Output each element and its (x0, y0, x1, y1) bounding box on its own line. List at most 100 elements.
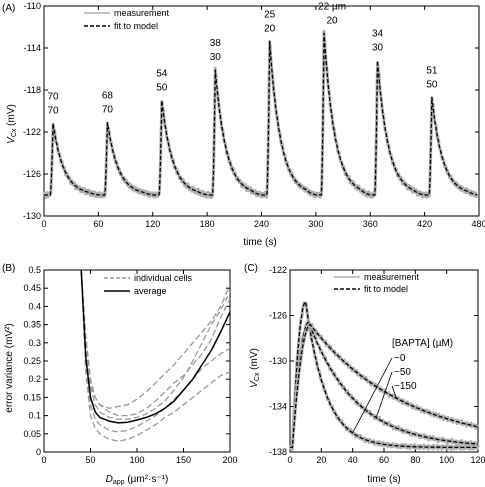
panel-a-xtick-label: 120 (145, 219, 160, 229)
individual-cell-curve (80, 270, 230, 409)
panel-a-ytick-label: -122 (23, 127, 41, 137)
pulse-label-top: 38 (210, 38, 222, 49)
bapta-fit-trace (290, 301, 478, 449)
bapta-label: ~150 (394, 381, 417, 392)
panel-b-ytick-label: 0.5 (28, 265, 41, 275)
panel-c-xtick-label: 120 (470, 455, 485, 465)
pulse-label-bottom: 30 (372, 43, 384, 54)
pulse-label-top: 25 (264, 10, 276, 21)
panel-b-ytick-label: 0.25 (23, 356, 41, 366)
pulse-label-bottom: 20 (264, 24, 276, 35)
pulse-label-bottom: 70 (102, 105, 114, 116)
panel-c-ytick-label: -122 (269, 265, 287, 275)
individual-cell-curve (80, 270, 230, 420)
bapta-leader-line (375, 371, 393, 418)
average-curve (80, 270, 230, 424)
panel-c-ytick-label: -134 (269, 402, 287, 412)
pulse-label-top: 68 (102, 91, 114, 102)
bapta-label: ~50 (394, 367, 411, 378)
panel-b-axes-frame (43, 269, 231, 453)
panel-a-xtick-label: 180 (200, 219, 215, 229)
panel-a-ytick-label: -130 (23, 211, 41, 221)
panel-a-label: (A) (2, 3, 15, 14)
bapta-leader-line (352, 357, 393, 434)
panel-b-legend: individual cells average (104, 273, 193, 296)
pulse-label-top: 54 (156, 69, 168, 80)
panel-c-xtick-label: 40 (348, 455, 358, 465)
panel-c-xtick-label: 20 (316, 455, 326, 465)
panel-b-xtick-label: 200 (222, 455, 237, 465)
panel-c: (C) 0 20 40 60 80 100 120-138-134-130-126-122 … (244, 263, 485, 485)
pulse-label-top: 51 (426, 65, 438, 76)
panel-a-ytick-label: -114 (24, 43, 41, 53)
pulse-label-top: 34 (372, 29, 384, 40)
panel-c-ylabel: VCx (mV) (249, 348, 261, 388)
panel-b-ytick-label: 0.4 (28, 301, 41, 311)
panel-a-ytick-label: -118 (24, 85, 41, 95)
panel-b-ytick-label: 0.1 (28, 411, 41, 421)
legend-label-fit-c: fit to model (364, 284, 408, 294)
legend-label-individual: individual cells (134, 273, 193, 283)
individual-cell-curve (80, 270, 230, 433)
legend-label-average: average (134, 286, 167, 296)
panel-c-ytick-label: -126 (269, 311, 287, 321)
legend-label-fit: fit to model (114, 21, 158, 31)
bapta-measurement-trace (288, 320, 480, 451)
panel-c-label: (C) (244, 263, 258, 274)
panel-a-xtick-label: 420 (417, 219, 432, 229)
panel-a-xtick-label: 480 (471, 219, 485, 229)
bapta-fit-trace (290, 323, 479, 449)
pulse-label-top: 22 µm (318, 1, 346, 12)
panel-a-xtick-label: 0 (41, 219, 46, 229)
panel-c-xlabel: time (s) (367, 474, 400, 485)
panel-a-ytick-label: -126 (23, 169, 41, 179)
panel-b-xlabel: Dapp (µm²·s⁻¹) (106, 474, 169, 486)
pulse-label-top: 70 (48, 92, 60, 103)
bapta-annotation-title: [BAPTA] (µM) (392, 338, 453, 349)
panel-c-xtick-label: 80 (410, 455, 420, 465)
panel-c-plot-area: 0 20 40 60 80 100 120 -138 -134 -130 -126 -122 (269, 265, 485, 465)
panel-a-xtick-label: 60 (93, 219, 103, 229)
bapta-measurement-trace (288, 301, 480, 452)
panel-b-ytick-label: 0.15 (23, 392, 41, 402)
panel-b-ytick-label: 0 (36, 447, 41, 457)
panel-a-xtick-label: 300 (308, 219, 323, 229)
panel-c-xtick-label: 100 (439, 455, 454, 465)
panel-a-xtick-label: 360 (363, 219, 378, 229)
panel-c-xtick-label: 60 (379, 455, 389, 465)
legend-label-measurement-c: measurement (364, 272, 420, 282)
panel-a-plot-area: 0 60 120 180 240 300 360 420 480 -130 -126 -122 -118… (23, 1, 485, 229)
panel-b-ytick-label: 0.45 (23, 283, 41, 293)
panel-a-ytick-label: -110 (24, 1, 41, 11)
pulse-label-bottom: 20 (326, 15, 338, 26)
panel-a: (A) 0 60 120 180 240 300 360 420 480 -130 -126 -122… (2, 1, 485, 248)
bapta-label: ~0 (394, 353, 406, 364)
panel-b: (B) 0 50 100 150 200 0 0.05 0.1 0.15 0.2 0.25 0.3 0.… (2, 263, 238, 486)
panel-c-ytick-label: -138 (269, 447, 287, 457)
panel-b-plot-area: 0 50 100 150 200 0 0.05 0.1 0.15 0.2 0.25 0.3 0.35 0.… (23, 265, 237, 465)
bapta-leader-line (391, 385, 397, 399)
pulse-label-bottom: 50 (156, 83, 168, 94)
panel-b-label: (B) (2, 263, 15, 274)
panel-a-xtick-label: 240 (254, 219, 269, 229)
pulse-label-bottom: 30 (210, 52, 222, 63)
panel-b-ytick-label: 0.35 (23, 320, 41, 330)
panel-b-xtick-label: 150 (176, 455, 191, 465)
panel-b-xtick-label: 100 (129, 455, 144, 465)
panel-b-curves (80, 270, 230, 442)
pulse-label-bottom: 70 (48, 106, 60, 117)
individual-cell-curve (80, 270, 230, 442)
fit-trace (43, 32, 478, 196)
panel-c-legend: measurement fit to model (334, 272, 420, 294)
panel-b-ytick-label: 0.3 (28, 338, 41, 348)
pulse-label-bottom: 50 (426, 79, 438, 90)
panel-b-xtick-label: 0 (41, 455, 46, 465)
panel-c-ytick-label: -130 (269, 356, 287, 366)
panel-a-legend: measurement fit to model (84, 8, 170, 31)
bapta-annotations: ~0 ~50 ~150 (352, 353, 417, 434)
panel-b-ytick-label: 0.05 (23, 429, 41, 439)
panel-b-xtick-label: 50 (85, 455, 95, 465)
panel-c-xtick-label: 0 (287, 455, 292, 465)
panel-a-xlabel: time (s) (243, 237, 276, 248)
